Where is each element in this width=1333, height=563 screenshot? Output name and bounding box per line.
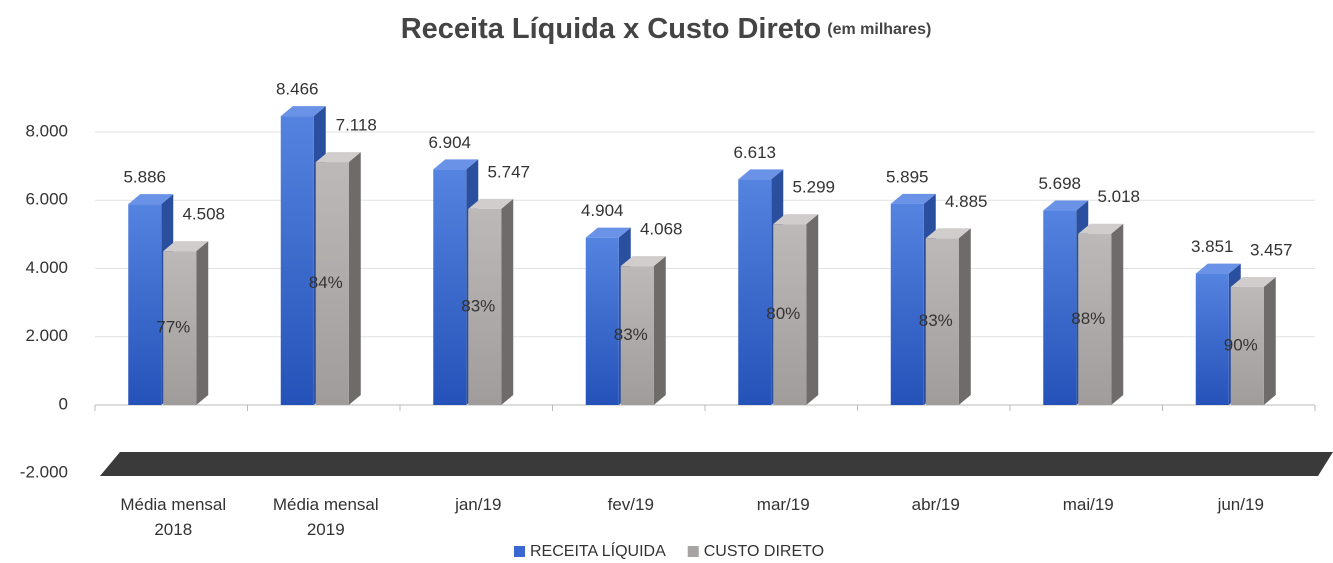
value-label: 7.118 [336,116,377,135]
value-label: 4.904 [581,201,624,220]
ratio-label: 77% [156,318,190,337]
ratio-label: 88% [1071,309,1105,328]
x-tick-label: jan/19 [455,495,502,514]
bar-side [653,256,666,405]
bar [1078,233,1112,405]
x-tick-label: abr/19 [911,495,960,514]
bar [128,204,162,405]
value-label: 5.886 [123,168,166,187]
bar-top [773,214,819,225]
bar-side [1263,277,1276,405]
bar-top [315,152,361,163]
y-tick-label: 8.000 [25,121,68,140]
x-tick-label: mai/19 [1062,495,1114,514]
y-tick-label: 6.000 [25,190,68,209]
bar-side [958,228,971,405]
bar [433,169,467,405]
bar-top [163,241,209,252]
bar-top [280,106,326,117]
bar-top [738,169,784,180]
bar [163,251,197,405]
legend-swatch [687,546,699,557]
bar-top [128,194,174,205]
value-label: 5.299 [792,178,835,197]
bar [925,238,959,405]
legend-swatch [514,546,525,557]
value-label: 8.466 [276,80,319,99]
value-label: 3.851 [1191,237,1234,256]
x-tick-label: Média mensal 2019 [272,495,379,539]
bar [280,116,314,405]
bar-side [501,198,514,405]
x-tick-label: fev/19 [607,495,654,514]
bar-side [348,152,361,405]
y-tick-label: 4.000 [25,258,68,277]
title: Receita Líquida x Custo Direto [401,13,822,45]
ratio-label: 83% [919,311,953,330]
floor-shadow [100,452,1333,476]
ratio-label: 84% [309,273,343,292]
ratio-label: 80% [766,304,800,323]
ratio-label: 90% [1224,335,1258,354]
bar [1195,273,1229,405]
bar-top [620,256,666,267]
bar-top [585,227,631,238]
bar-side [806,214,819,405]
bar-top [890,193,936,204]
bar [773,224,807,405]
bar [1230,287,1264,405]
value-label: 5.018 [1097,187,1140,206]
value-label: 5.895 [886,167,929,186]
bar-side [196,241,209,405]
x-tick-label: mar/19 [756,495,810,514]
bar-top [1195,263,1241,274]
value-label: 5.747 [487,162,530,181]
x-tick-label: Média mensal 2018 [120,495,227,539]
bar-top [1230,277,1276,288]
value-label: 6.613 [733,143,776,162]
bar-top [468,198,514,209]
chart-title: Receita Líquida x Custo Direto (em milhar… [401,13,932,45]
bar [585,237,619,405]
bar [620,266,654,405]
ratio-label: 83% [461,296,495,315]
bar-top [925,228,971,239]
value-label: 4.508 [182,205,225,224]
value-label: 4.885 [945,192,988,211]
subtitle: (em milhares) [827,21,931,38]
y-tick-label: 0 [59,394,68,413]
value-label: 6.904 [428,133,471,152]
bar [468,208,502,405]
bar-top [433,159,479,170]
value-label: 3.457 [1250,241,1293,260]
bar-side [1111,223,1124,405]
bar [890,203,924,405]
y-tick-label: -2.000 [20,463,68,482]
bar-top [1078,223,1124,234]
legend-label: RECEITA LÍQUIDA [530,541,666,560]
x-tick-label: jun/19 [1217,495,1264,514]
value-label: 4.068 [640,220,683,239]
ratio-label: 83% [614,325,648,344]
legend-label: CUSTO DIRETO [704,543,824,560]
bar [1043,210,1077,405]
y-tick-label: 2.000 [25,326,68,345]
bar [315,162,349,405]
bar [738,179,772,405]
value-label: 5.698 [1038,174,1081,193]
bar-top [1043,200,1089,211]
